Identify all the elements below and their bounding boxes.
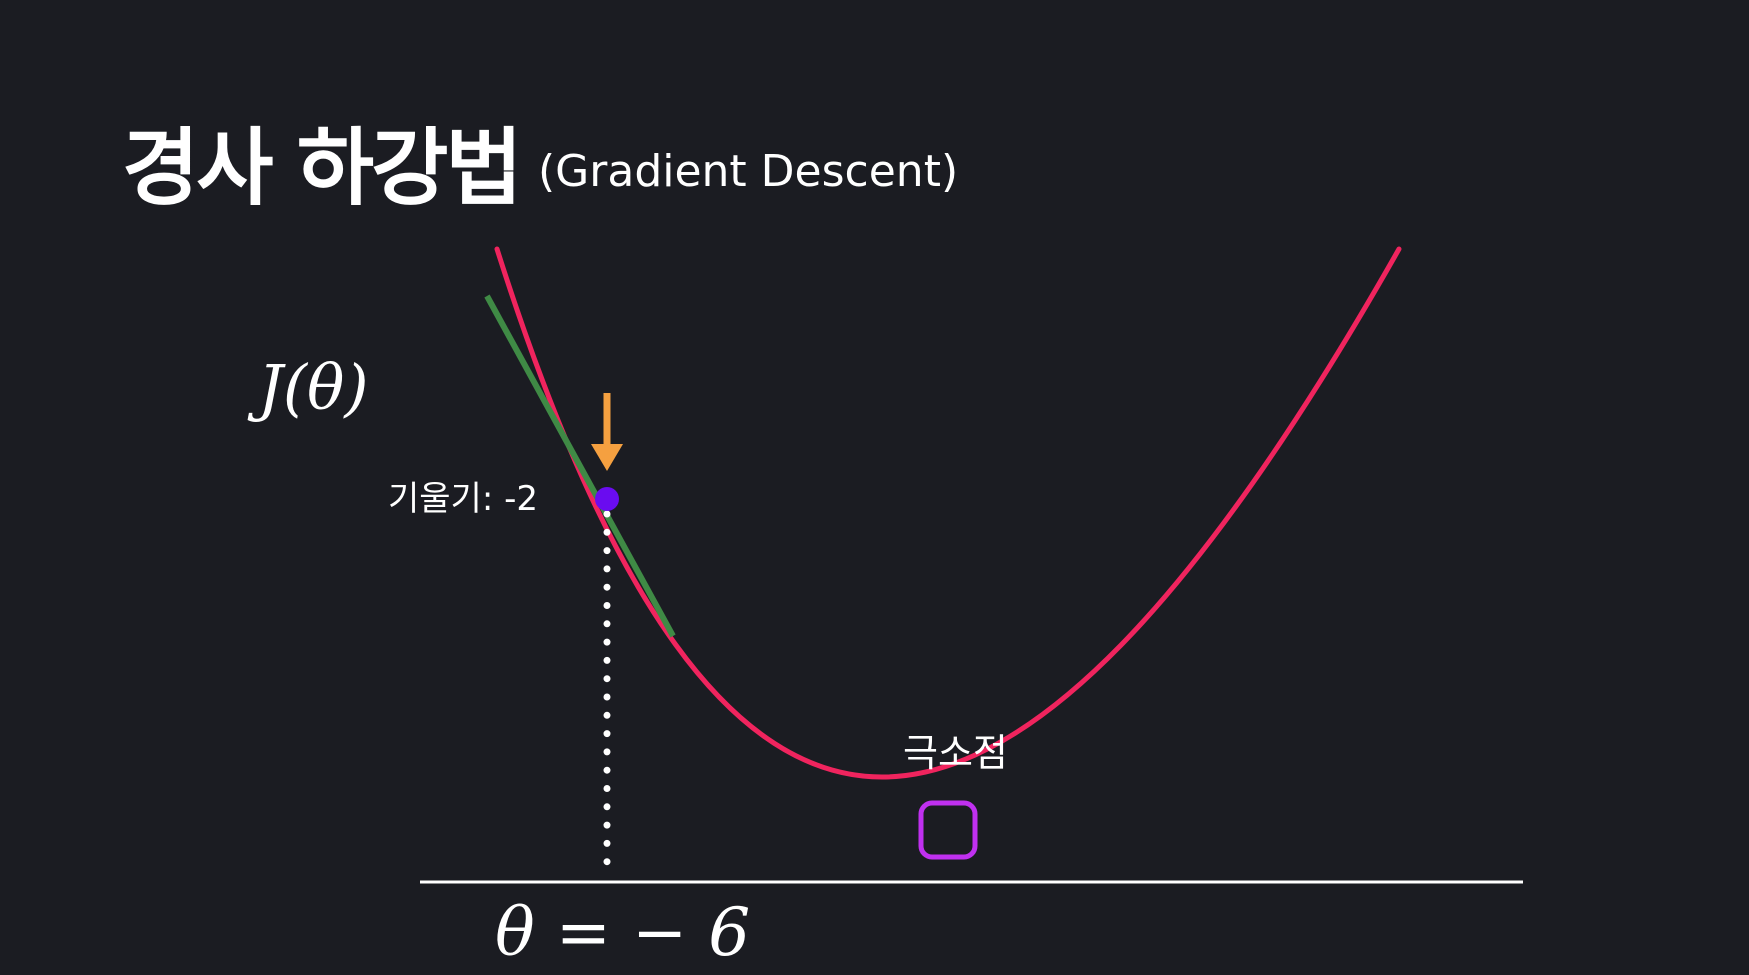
minimum-marker (918, 800, 978, 860)
cost-curve (494, 246, 1402, 780)
minimum-label: 극소점 (903, 731, 1008, 775)
title-english: (Gradient Descent) (538, 146, 959, 197)
title-korean: 경사 하강법 (122, 119, 523, 217)
down-arrow-icon (591, 393, 623, 471)
tangent-line (484, 294, 676, 638)
function-label: J(θ) (247, 351, 369, 424)
theta-value-label: θ = − 6 (495, 894, 750, 971)
current-point (595, 487, 619, 511)
slope-label: 기울기: -2 (388, 479, 538, 519)
